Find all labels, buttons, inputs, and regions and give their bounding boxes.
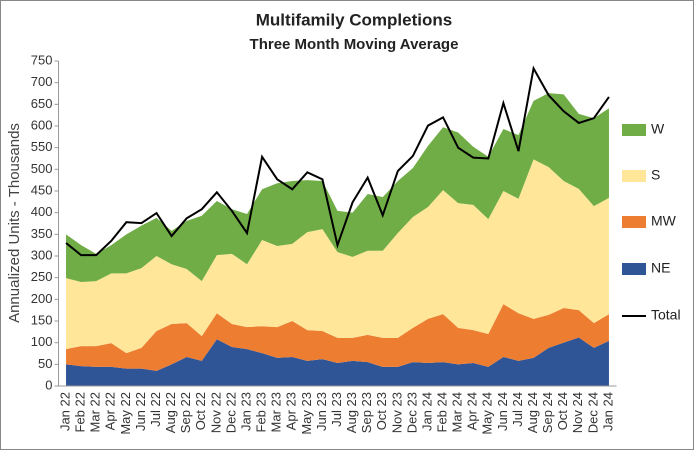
x-tick-label: Jun 24 xyxy=(495,392,510,431)
y-tick-label: 550 xyxy=(31,139,53,154)
x-tick-label: Jan 24 xyxy=(600,392,615,431)
x-tick-label: Feb 22 xyxy=(73,392,88,432)
x-tick-label: Jan 24 xyxy=(419,392,434,431)
legend-label: Total xyxy=(651,307,681,323)
y-tick-label: 450 xyxy=(31,182,53,197)
y-tick-label: 150 xyxy=(31,312,53,327)
legend-label: S xyxy=(651,167,660,183)
area xyxy=(66,159,609,354)
y-tick-label: 400 xyxy=(31,204,53,219)
y-tick-label: 200 xyxy=(31,291,53,306)
x-tick-label: Mar 22 xyxy=(88,392,103,432)
x-tick-label: Dec 24 xyxy=(585,392,600,433)
legend-label: NE xyxy=(651,260,670,276)
x-tick-label: Apr 24 xyxy=(465,392,480,430)
x-tick-label: Jan 22 xyxy=(57,392,72,431)
x-tick-label: Feb 23 xyxy=(254,392,269,432)
y-tick-label: 100 xyxy=(31,334,53,349)
chart-subtitle: Three Month Moving Average xyxy=(250,36,459,53)
y-tick-label: 600 xyxy=(31,117,53,132)
x-tick-label: Jun 23 xyxy=(314,392,329,431)
x-tick-label: May 22 xyxy=(118,392,133,435)
area xyxy=(66,304,609,371)
y-tick-label: 750 xyxy=(31,52,53,67)
y-tick-label: 700 xyxy=(31,74,53,89)
x-tick-label: Sep 24 xyxy=(540,392,555,433)
x-tick-label: May 24 xyxy=(480,392,495,435)
legend-label: MW xyxy=(651,213,677,229)
y-tick-label: 650 xyxy=(31,96,53,111)
line xyxy=(65,65,610,257)
x-tick-label: Nov 23 xyxy=(389,392,404,433)
x-tick-label: Jul 23 xyxy=(329,392,344,427)
y-tick-label: 500 xyxy=(31,161,53,176)
x-tick-label: Mar 23 xyxy=(269,392,284,432)
area xyxy=(66,337,609,386)
legend-swatch xyxy=(622,216,646,228)
y-tick-label: 350 xyxy=(31,226,53,241)
x-tick-label: Apr 23 xyxy=(284,392,299,430)
x-tick-label: Aug 23 xyxy=(344,392,359,433)
x-tick-label: Sep 23 xyxy=(359,392,374,433)
x-tick-label: Jan 23 xyxy=(238,392,253,431)
area xyxy=(66,93,609,282)
x-tick-label: Jul 24 xyxy=(510,392,525,427)
x-tick-label: Dec 23 xyxy=(404,392,419,433)
x-tick-label: Mar 24 xyxy=(450,392,465,432)
x-tick-label: Sep 22 xyxy=(178,392,193,433)
x-tick-label: Aug 24 xyxy=(525,392,540,433)
x-tick-label: May 23 xyxy=(299,392,314,435)
x-tick-label: Feb 24 xyxy=(435,392,450,432)
y-axis-label: Annualized Units - Thousands xyxy=(6,123,23,323)
x-tick-label: Aug 22 xyxy=(163,392,178,433)
chart-title: Multifamily Completions xyxy=(256,10,452,29)
legend-swatch xyxy=(622,263,646,275)
y-tick-label: 50 xyxy=(38,356,52,371)
legend-label: W xyxy=(651,121,665,137)
legend-swatch xyxy=(622,170,646,182)
x-tick-label: Apr 22 xyxy=(103,392,118,430)
y-tick-label: 250 xyxy=(31,269,53,284)
x-tick-label: Oct 22 xyxy=(193,392,208,430)
x-tick-label: Jul 22 xyxy=(148,392,163,427)
y-tick-label: 300 xyxy=(31,247,53,262)
x-tick-label: Dec 22 xyxy=(223,392,238,433)
x-tick-label: Nov 22 xyxy=(208,392,223,433)
x-tick-label: Oct 24 xyxy=(555,392,570,430)
y-tick-label: 0 xyxy=(45,377,52,392)
x-tick-label: Oct 23 xyxy=(374,392,389,430)
x-tick-label: Nov 24 xyxy=(570,392,585,433)
x-tick-label: Jun 22 xyxy=(133,392,148,431)
legend-swatch xyxy=(622,124,646,136)
